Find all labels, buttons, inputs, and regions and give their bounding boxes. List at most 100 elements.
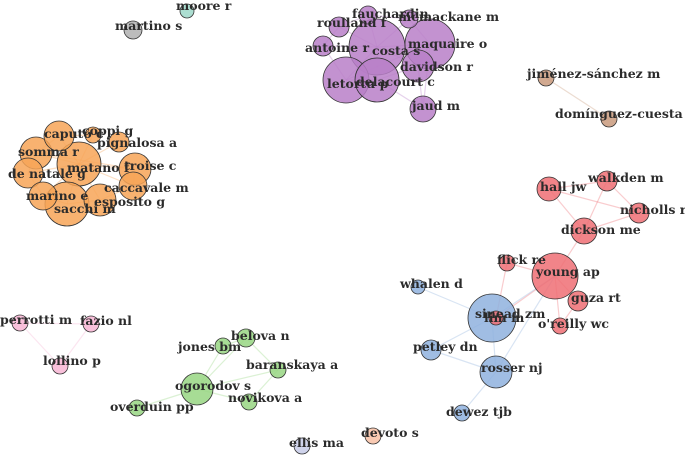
node-label-devoto: devoto s [361,425,419,440]
node-jimenez[interactable] [537,69,555,87]
node-label-fazio: fazio nl [80,313,132,328]
node-label-marino: marino e [26,188,88,203]
node-label-fauchardin: fauchardin [352,6,429,21]
node-label-roulland: roulland f [317,15,388,30]
node-jaud[interactable] [409,95,437,123]
node-label-coppi: coppi g [82,123,134,138]
node-label-dewez: dewez tjb [446,404,512,419]
node-flick[interactable] [498,254,516,272]
node-perrotti[interactable] [11,314,29,332]
node-label-flick: flick re [497,252,546,267]
node-ogorodov[interactable] [180,372,214,406]
node-label-belova: belova n [231,328,290,343]
node-label-maquaire: maquaire o [408,36,487,51]
node-label-petley: petley dn [413,339,478,354]
node-label-letortu: letortu p [327,76,389,91]
node-label-lollino: lollino p [43,353,101,368]
node-label-delacourt: delacourt c [356,74,435,89]
node-lim[interactable] [488,310,504,326]
node-label-sacchi: sacchi m [54,201,116,216]
node-antoine[interactable] [312,35,334,57]
node-esposito[interactable] [83,183,117,217]
node-label-lim: lim m [484,310,524,325]
node-moore[interactable] [179,3,195,19]
node-label-novikova: novikova a [228,390,302,405]
node-caccavale[interactable] [118,171,148,201]
node-pignalosa[interactable] [108,131,130,153]
node-label-oreilly: o'reilly wc [538,316,609,331]
node-label-caccavale: caccavale m [104,180,189,195]
node-layer [11,3,650,455]
edge-perrotti-lollino [19,322,61,367]
node-label-nicholls: nicholls rj [620,202,685,217]
node-roulland[interactable] [328,16,350,38]
node-label-baranskaya: baranskaya a [246,357,338,372]
node-walkden[interactable] [596,170,618,192]
node-label-jones: jones bm [177,339,241,354]
node-coppi[interactable] [84,126,102,144]
node-label-jaud: jaud m [411,98,460,113]
node-label-pignalosa: pignalosa a [97,135,177,150]
node-devoto[interactable] [364,427,382,445]
node-label-martino: martino s [115,18,182,33]
node-whalen[interactable] [410,279,426,295]
node-label-dickson: dickson me [561,222,641,237]
node-label-davidson: davidson r [400,59,473,74]
node-label-rosser: rosser nj [481,360,543,375]
node-lollino[interactable] [51,357,69,375]
node-novikova[interactable] [240,393,258,411]
node-nicholls[interactable] [628,202,650,224]
node-label-whalen: whalen d [399,276,463,291]
node-label-ellis: ellis ma [289,435,344,450]
node-label-somma: somma r [18,144,79,159]
edge-hall-nicholls [548,188,640,214]
node-label-jimenez: jiménez-sánchez m [526,66,660,81]
node-young[interactable] [531,252,579,300]
node-label-troise: troise c [124,158,177,173]
node-label-ogorodov: ogorodov s [175,378,251,393]
node-jones[interactable] [214,337,232,355]
node-caputo[interactable] [43,120,75,152]
node-label-caputo: caputo c [44,126,104,141]
node-label-matano: matano f [67,160,131,175]
node-hall[interactable] [536,176,562,202]
node-label-esposito: esposito g [94,194,165,209]
node-davidson[interactable] [401,49,435,83]
node-denatale[interactable] [12,157,44,189]
node-label-sinead: sinead zm [475,306,545,321]
node-baranskaya[interactable] [269,361,287,379]
node-belova[interactable] [236,328,256,348]
node-label-mcmackane: mcmackane m [398,9,499,24]
node-overduin[interactable] [128,399,146,417]
node-martino[interactable] [123,20,143,40]
node-guza[interactable] [567,290,589,312]
node-rosser[interactable] [479,355,513,389]
node-label-perrotti: perrotti m [0,312,72,327]
node-label-antoine: antoine r [305,40,369,55]
node-fauchardin[interactable] [358,5,378,25]
node-petley[interactable] [420,339,442,361]
edge-jimenez-dominguez [545,77,610,120]
node-label-denatale: de natale g [8,166,86,181]
edge-perrotti-fazio [19,322,92,325]
node-dickson[interactable] [570,217,598,245]
node-label-moore: moore r [176,0,232,13]
node-label-young: young ap [535,264,600,279]
node-oreilly[interactable] [551,317,569,335]
node-label-overduin: overduin pp [110,399,194,414]
node-marino[interactable] [28,181,58,211]
node-label-hall: hall jw [540,179,588,194]
node-ellis[interactable] [293,437,311,455]
node-label-dominguez: domínguez-cuesta mj [555,106,685,121]
node-fazio[interactable] [82,315,100,333]
node-dominguez[interactable] [600,110,618,128]
node-delacourt[interactable] [354,57,400,103]
node-mcmackane[interactable] [399,9,419,29]
node-label-guza: guza rt [571,290,621,305]
node-dewez[interactable] [453,404,471,422]
node-label-costa: costa s [372,43,420,58]
node-label-walkden: walkden m [587,170,664,185]
